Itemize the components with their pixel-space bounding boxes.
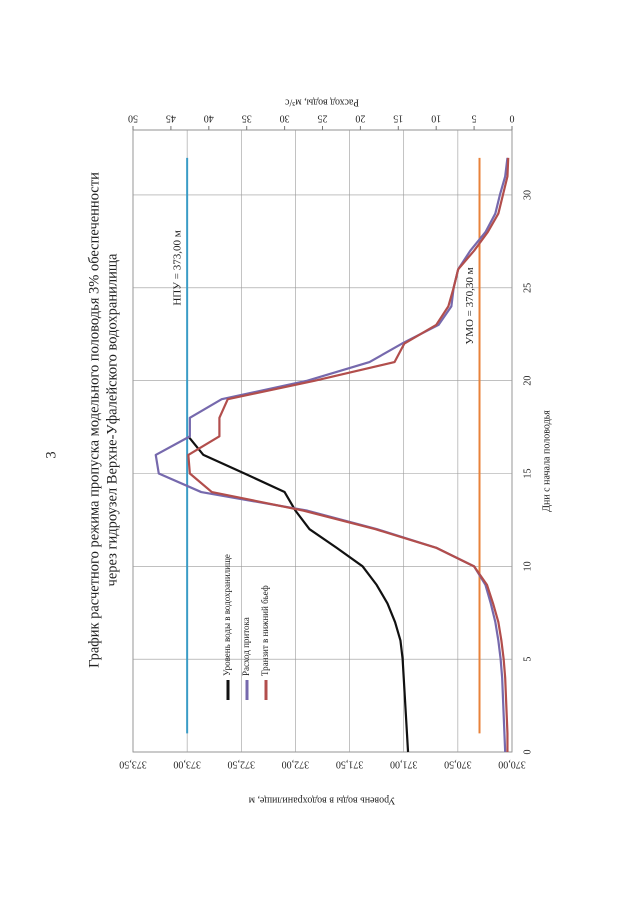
y2-tick-label: 20 [355,113,365,124]
series-line [154,157,509,753]
x-tick-label: 5 [522,657,533,662]
y2-tick-label: 40 [204,113,214,124]
y2-tick-label: 5 [472,113,477,124]
reference-label: УМО = 370,30 м [464,267,476,344]
legend-label: Расход притока [241,617,251,676]
y-tick-label: 372,00 [282,759,310,770]
y2-axis-title: Расход воды, м³/с [284,97,359,108]
y2-tick-label: 45 [166,113,176,124]
y2-tick-label: 15 [393,113,403,124]
y-tick-label: 373,00 [173,759,201,770]
y2-tick-label: 50 [128,113,138,124]
y-axis-title: Уровень воды в водохранилище, м [248,795,395,806]
y-tick-label: 370,00 [498,759,526,770]
y2-tick-label: 35 [242,113,252,124]
y-tick-label: 371,50 [336,759,364,770]
x-tick-label: 20 [522,376,533,386]
y-tick-label: 373,50 [119,759,147,770]
legend-label: Уровень воды в водохранилище [222,554,232,676]
x-axis-title: Дни с начала половодья [541,410,552,512]
y2-tick-label: 30 [280,113,290,124]
page-number: 3 [43,451,59,458]
y-tick-label: 371,00 [390,759,418,770]
x-tick-label: 10 [522,561,533,571]
chart-title: через гидроузел Верхне-Уфалейского водох… [104,253,120,586]
legend-label: Транзит в нижний бьеф [260,585,270,676]
x-tick-label: 30 [522,190,533,200]
y-tick-label: 370,50 [444,759,472,770]
x-tick-label: 0 [522,750,533,755]
y-tick-label: 372,50 [228,759,256,770]
x-tick-label: 15 [522,468,533,478]
y2-tick-label: 0 [510,113,515,124]
x-tick-label: 25 [522,283,533,293]
y2-tick-label: 10 [431,113,441,124]
chart: 3 График расчетного режима пропуска моде… [43,97,552,806]
reference-label: НПУ = 373,00 м [172,230,184,305]
chart-title: График расчетного режима пропуска модель… [86,172,102,668]
series-line [187,157,510,752]
series-line [187,435,410,753]
y2-tick-label: 25 [318,113,328,124]
plot-area [132,129,513,753]
